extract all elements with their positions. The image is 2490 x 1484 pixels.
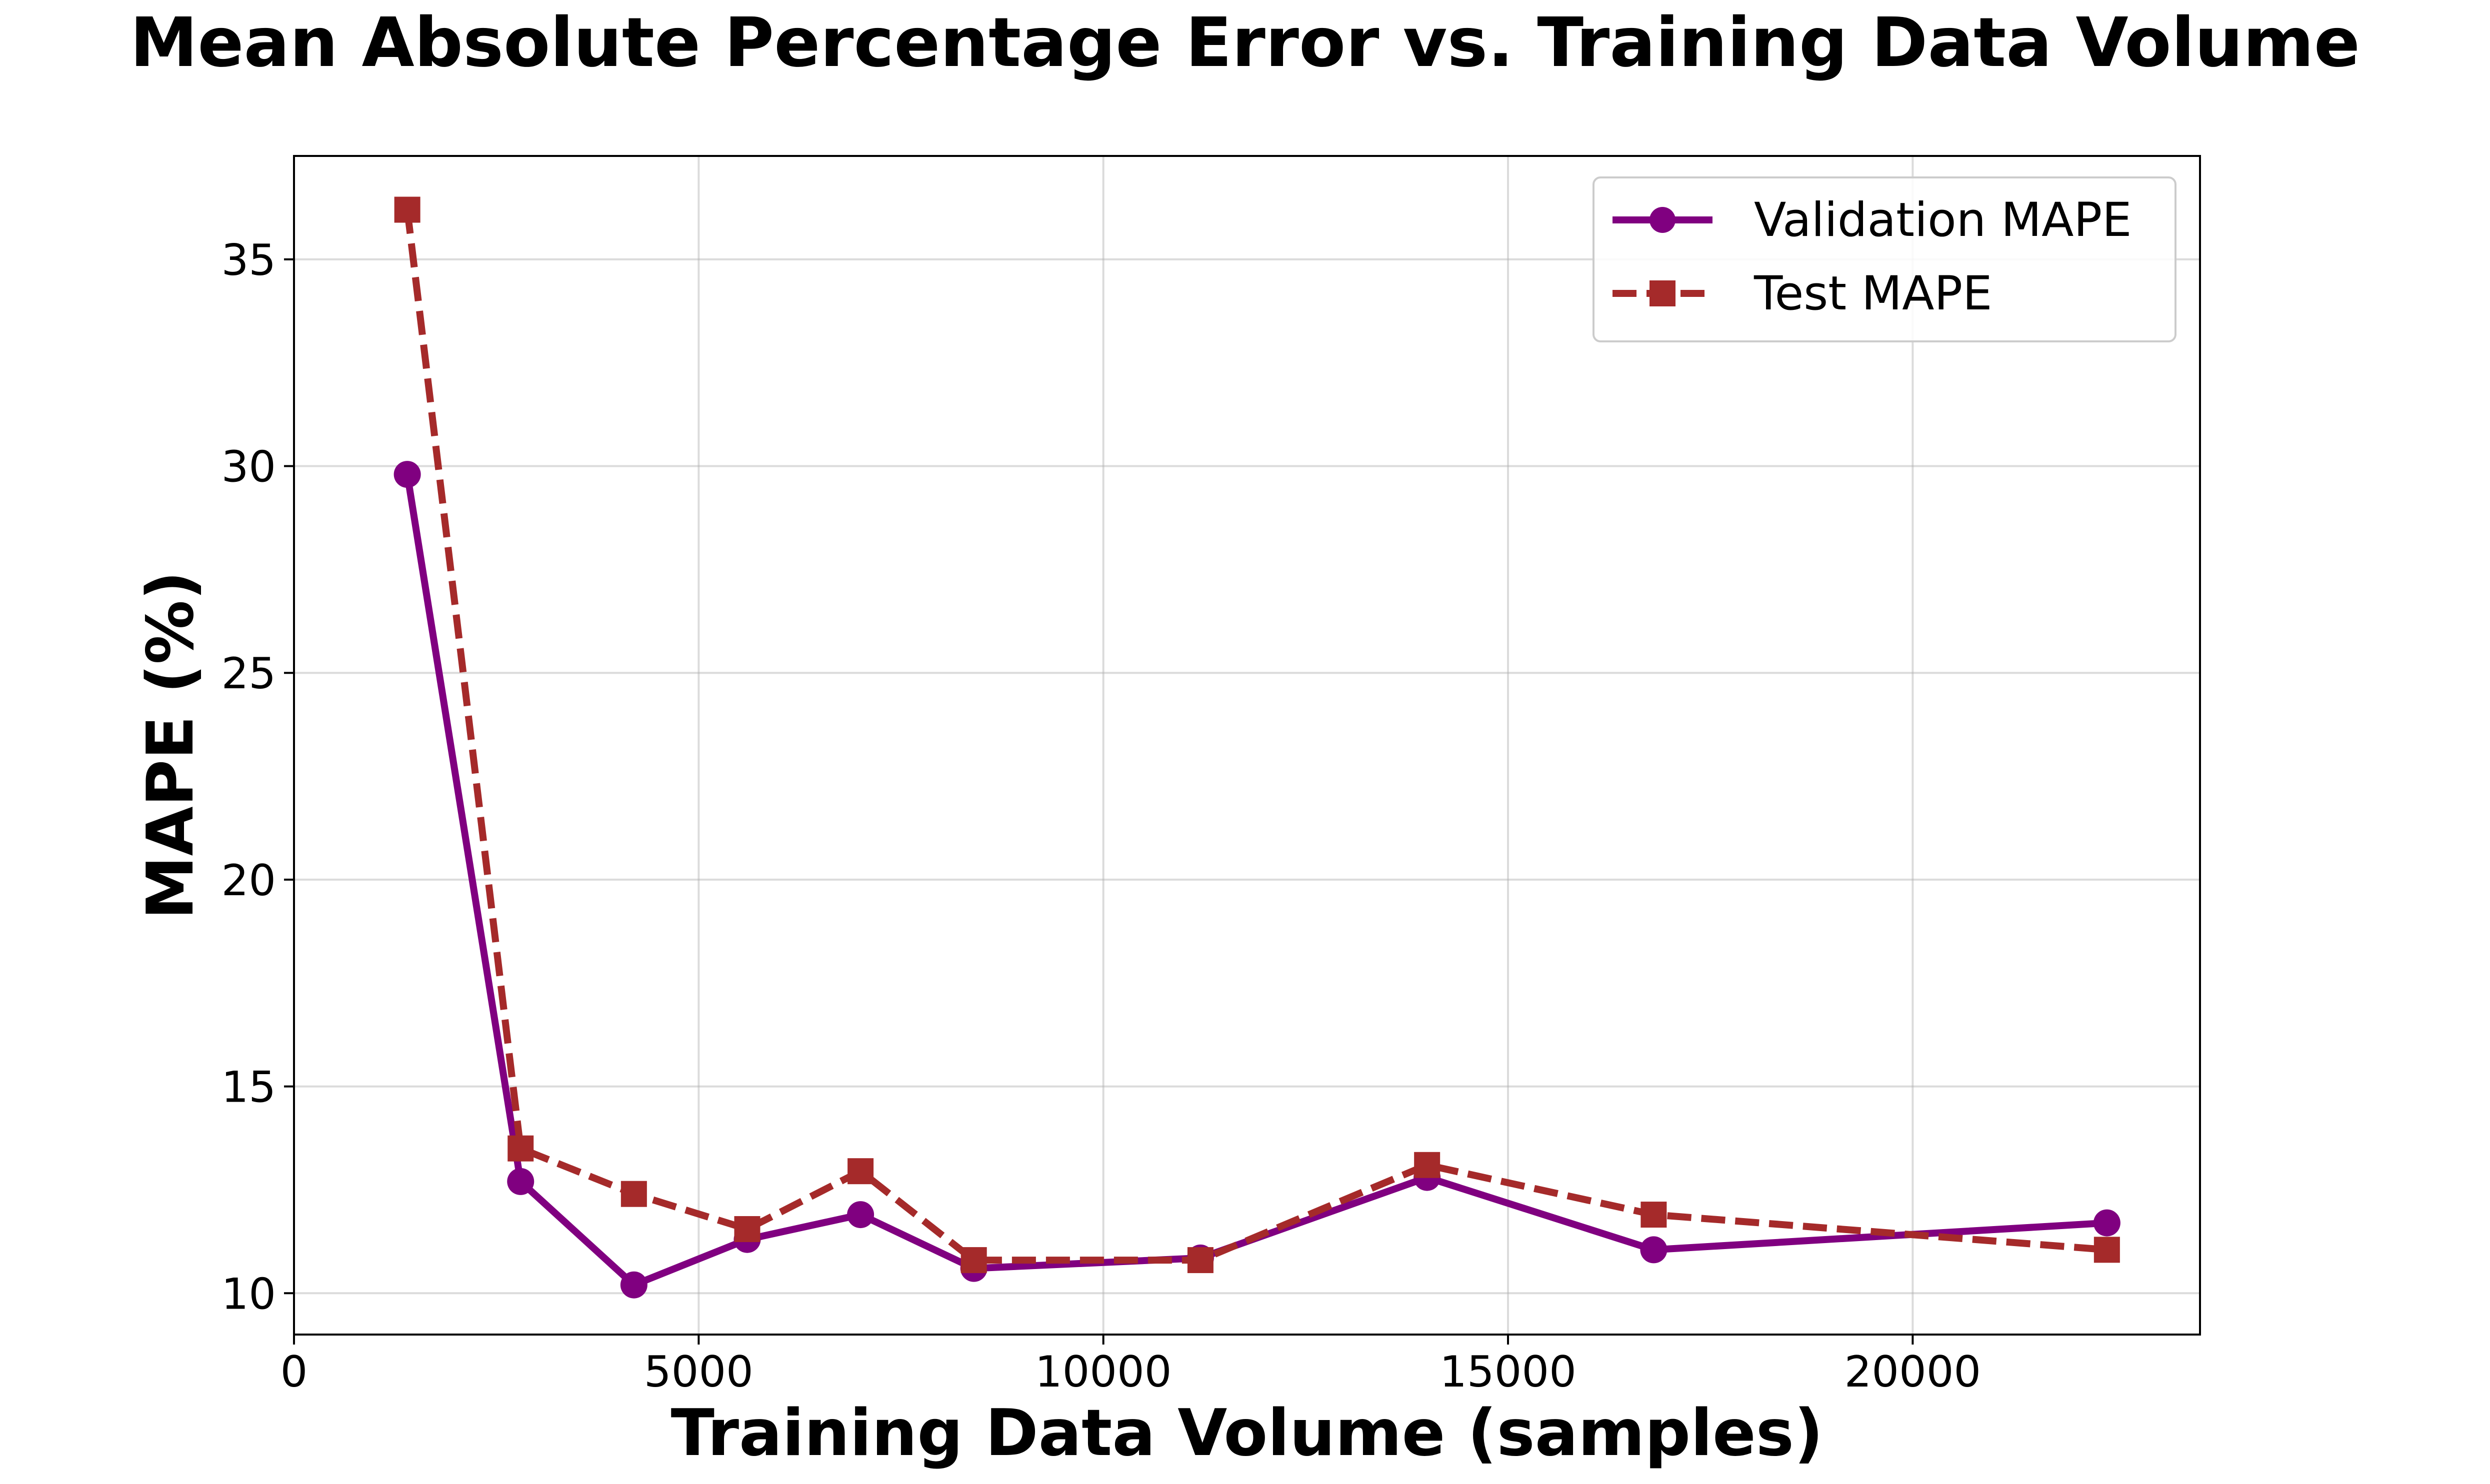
data-point-test — [2094, 1237, 2120, 1263]
data-point-validation — [394, 461, 421, 488]
data-point-test — [734, 1216, 760, 1243]
data-point-validation — [507, 1168, 534, 1195]
legend-frame — [1592, 176, 2176, 342]
x-tick-label: 15000 — [1440, 1347, 1576, 1397]
chart-title: Mean Absolute Percentage Error vs. Train… — [130, 3, 2360, 82]
y-axis-label: MAPE (%) — [134, 571, 208, 920]
axis-ticks: 0 5000 10000 15000 20000 10 15 20 25 30 35 — [222, 235, 1982, 1397]
legend-validation-marker — [1650, 207, 1676, 233]
x-tick-label: 0 — [280, 1347, 308, 1397]
y-tick-label: 35 — [222, 235, 276, 285]
legend-test-label: Test MAPE — [1754, 266, 1992, 321]
data-point-test — [394, 196, 420, 223]
data-point-validation — [847, 1201, 874, 1229]
legend-validation-label: Validation MAPE — [1754, 193, 2132, 247]
y-tick-label: 10 — [222, 1269, 276, 1319]
y-tick-label: 15 — [222, 1063, 276, 1113]
data-point-test — [508, 1135, 534, 1162]
data-point-test — [960, 1247, 987, 1274]
legend-test-marker — [1650, 280, 1676, 306]
data-point-test — [1640, 1202, 1667, 1228]
data-point-validation — [620, 1271, 648, 1299]
x-tick-label: 10000 — [1035, 1347, 1172, 1397]
x-tick-label: 20000 — [1844, 1347, 1982, 1397]
series-line-validation — [404, 473, 2108, 1289]
x-axis-label: Training Data Volume (samples) — [671, 1396, 1824, 1471]
y-tick-label: 30 — [222, 442, 276, 492]
grid — [293, 156, 2200, 1335]
data-point-test — [848, 1158, 874, 1185]
plot-frame — [293, 155, 2201, 1336]
legend: Validation MAPE Test MAPE — [1592, 176, 2176, 342]
series-layer — [394, 196, 2120, 1299]
y-tick-label: 25 — [222, 649, 276, 699]
y-tick-label: 20 — [222, 856, 276, 906]
data-point-validation — [1640, 1236, 1668, 1264]
data-point-test — [1187, 1247, 1214, 1274]
data-point-validation — [2093, 1209, 2120, 1237]
data-point-test — [1414, 1152, 1440, 1178]
data-point-test — [620, 1181, 647, 1207]
x-tick-label: 5000 — [644, 1347, 754, 1397]
series-line-test — [404, 209, 2108, 1264]
